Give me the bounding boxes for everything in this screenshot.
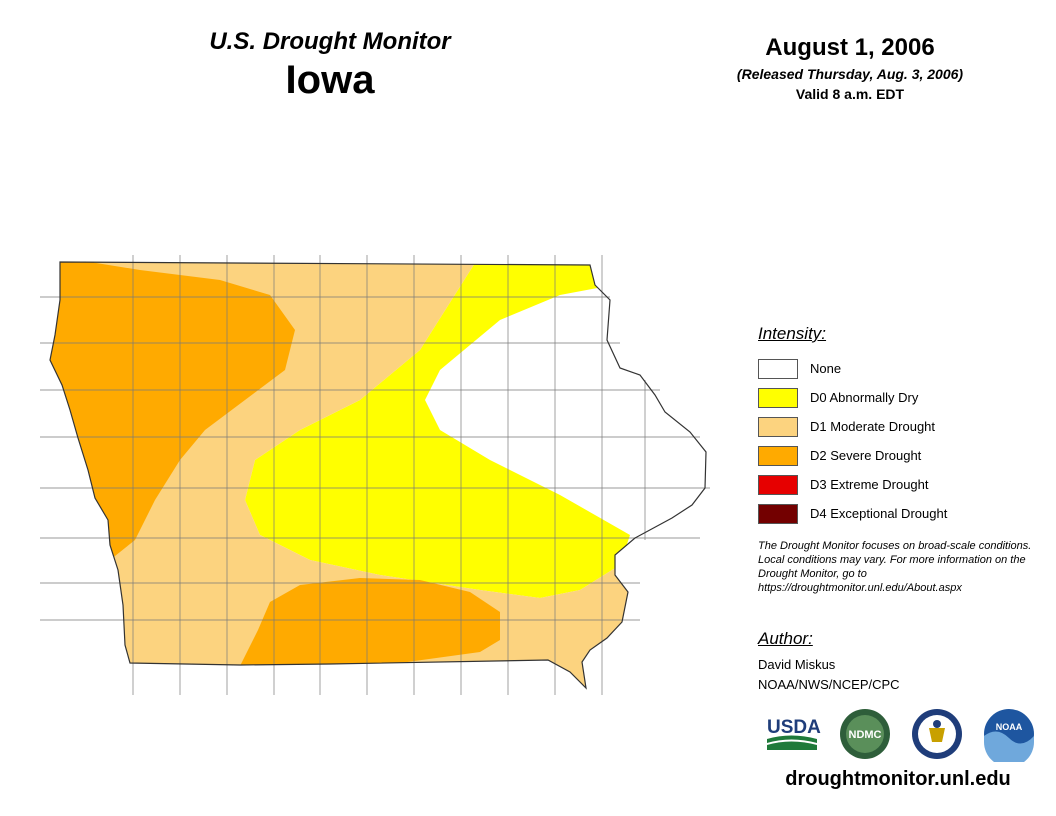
ndmc-logo: NDMC [840, 709, 890, 759]
legend-label: None [810, 361, 842, 376]
site-url[interactable]: droughtmonitor.unl.edu [785, 768, 1011, 790]
disclaimer-note: The Drought Monitor focuses on broad-sca… [758, 540, 1032, 594]
noaa-logo: NOAA [984, 709, 1034, 762]
noaa-logo-text: NOAA [996, 722, 1023, 732]
legend-item-d1: D1 Moderate Drought [758, 412, 1028, 441]
usda-logo: USDA [767, 717, 821, 750]
d2-severe-drought-area-northwest [50, 262, 295, 560]
commerce-seal-icon [912, 709, 962, 759]
usda-logo-text: USDA [767, 717, 821, 738]
legend-item-d3: D3 Extreme Drought [758, 470, 1028, 499]
legend-swatch [758, 474, 798, 495]
date-block: August 1, 2006 (Released Thursday, Aug. … [700, 34, 1000, 102]
author-heading: Author: [758, 629, 813, 648]
legend-item-d0: D0 Abnormally Dry [758, 383, 1028, 412]
legend-swatch [758, 387, 798, 408]
map-date: August 1, 2006 [765, 34, 935, 61]
legend-label: D3 Extreme Drought [810, 477, 929, 492]
legend: Intensity: None D0 Abnormally Dry D1 Mod… [758, 324, 1028, 528]
legend-label: D0 Abnormally Dry [810, 390, 919, 405]
title-block: U.S. Drought Monitor Iowa [160, 28, 500, 103]
author-block: Author: David Miskus NOAA/NWS/NCEP/CPC [758, 629, 1038, 695]
legend-item-d4: D4 Exceptional Drought [758, 499, 1028, 528]
author-org: NOAA/NWS/NCEP/CPC [758, 677, 900, 692]
valid-time: Valid 8 a.m. EDT [795, 86, 905, 102]
legend-swatch [758, 358, 798, 379]
map-subtitle: U.S. Drought Monitor [209, 28, 451, 55]
legend-label: D1 Moderate Drought [810, 419, 936, 434]
legend-label: D2 Severe Drought [810, 448, 922, 463]
d2-severe-drought-area-south [240, 578, 500, 666]
legend-heading: Intensity: [758, 324, 827, 343]
legend-swatch [758, 503, 798, 524]
d0-abnormally-dry-area [245, 262, 706, 598]
partner-logos: USDA NDMC NOAA [767, 709, 1034, 762]
legend-swatch [758, 445, 798, 466]
ndmc-logo-text: NDMC [849, 729, 882, 741]
county-lines [40, 255, 710, 695]
legend-item-none: None [758, 354, 1028, 383]
legend-item-d2: D2 Severe Drought [758, 441, 1028, 470]
iowa-drought-map [40, 255, 710, 695]
legend-label: D4 Exceptional Drought [810, 506, 948, 521]
author-name: David Miskus [758, 657, 836, 672]
legend-swatch [758, 416, 798, 437]
release-date: (Released Thursday, Aug. 3, 2006) [736, 66, 964, 82]
state-title: Iowa [285, 58, 375, 102]
